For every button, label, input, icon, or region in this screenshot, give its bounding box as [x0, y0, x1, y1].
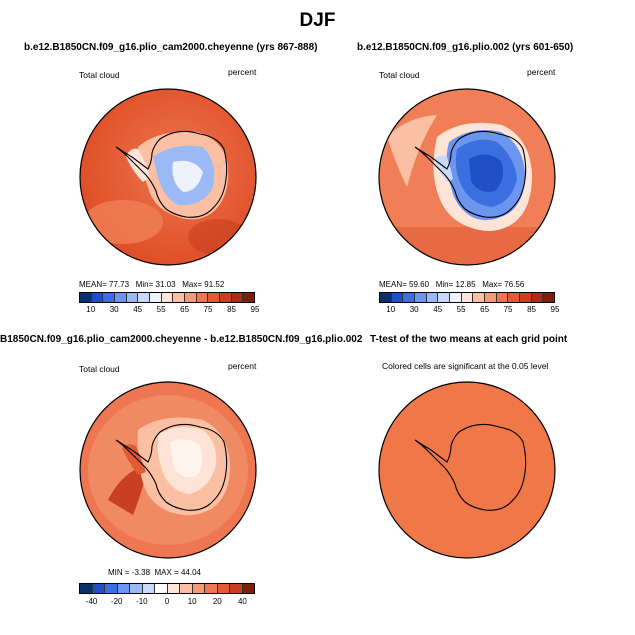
- panel3-colorbar-swatch: [155, 584, 168, 593]
- panel1-colorbar-swatch: [91, 293, 104, 302]
- panel3-colorbar-swatch: [142, 584, 155, 593]
- panel3-colorbar-swatch: [117, 584, 130, 593]
- panel2-colorbar-swatch: [531, 293, 544, 302]
- panel1-colorbar: [79, 292, 255, 303]
- panel1-colorbar-swatch: [196, 293, 209, 302]
- panel1-antarctica-coastline: [115, 130, 228, 218]
- panel4-antarctica-coastline: [414, 423, 527, 511]
- panel3-colorbar-swatch: [180, 584, 193, 593]
- panel3-variable-label: Total cloud: [79, 364, 120, 374]
- panel2-colorbar-swatch: [403, 293, 416, 302]
- panel1-colorbar-swatch: [231, 293, 244, 302]
- panel4-significance-note: Colored cells are significant at the 0.0…: [382, 361, 549, 371]
- panel3-colorbar: [79, 583, 255, 594]
- panel2-colorbar-swatch: [391, 293, 404, 302]
- panel2-colorbar-swatch: [461, 293, 474, 302]
- panel3-polar-map: [79, 381, 257, 559]
- panel2-colorbar-tick-label: 30: [409, 305, 419, 314]
- panel1-colorbar-swatch: [220, 293, 232, 302]
- panel1-colorbar-swatch: [150, 293, 162, 302]
- panel3-colorbar-swatch: [230, 584, 243, 593]
- panel1-colorbar-tick-label: 10: [86, 305, 96, 314]
- panel1-colorbar-tick-label: 75: [203, 305, 213, 314]
- panel3-colorbar-swatch: [105, 584, 118, 593]
- panel1-colorbar-swatch: [80, 293, 92, 302]
- panel2-title: b.e12.B1850CN.f09_g16.plio.002 (yrs 601-…: [357, 42, 574, 53]
- panel1-colorbar-swatch: [185, 293, 197, 302]
- panel3-colorbar-swatch: [192, 584, 205, 593]
- panel3-stats: MIN = -3.38 MAX = 44.04: [108, 568, 201, 577]
- panel1-colorbar-swatch: [126, 293, 139, 302]
- panel4-significant-area: [379, 382, 555, 558]
- panel1-colorbar-swatch: [138, 293, 151, 302]
- panel2-stats: MEAN= 59.60 Min= 12.85 Max= 76.56: [379, 280, 525, 289]
- panel1-colorbar-tick-label: 30: [109, 305, 119, 314]
- panel3-colorbar-tick-label: 40: [237, 597, 247, 606]
- panel3-colorbar-swatch: [92, 584, 105, 593]
- panel2-colorbar-swatch: [473, 293, 486, 302]
- panel1-colorbar-tick-label: 85: [227, 305, 236, 314]
- panel1-colorbar-tick-label: 55: [156, 305, 166, 314]
- panel2-colorbar-swatch: [508, 293, 521, 302]
- panel2-antarctica-coastline: [414, 130, 527, 218]
- panel3-colorbar-tick-label: -20: [110, 597, 123, 606]
- panel2-colorbar-tick-label: 75: [503, 305, 513, 314]
- panel4-title: T-test of the two means at each grid poi…: [370, 334, 568, 345]
- panel1-colorbar-tick-label: 45: [133, 305, 143, 314]
- panel3-colorbar-swatch: [167, 584, 180, 593]
- panel1-variable-label: Total cloud: [79, 70, 120, 80]
- panel3-units-label: percent: [228, 361, 257, 371]
- panel3-colorbar-tick-label: 0: [164, 597, 170, 606]
- panel2-variable-label: Total cloud: [379, 70, 420, 80]
- panel1-colorbar-swatch: [243, 293, 255, 302]
- panel2-colorbar-tick-label: 45: [433, 305, 443, 314]
- panel2-colorbar-tick-label: 95: [550, 305, 560, 314]
- panel3-colorbar-swatch: [130, 584, 143, 593]
- panel1-colorbar-swatch: [103, 293, 116, 302]
- panel3-colorbar-tick-label: 20: [212, 597, 222, 606]
- panel2-colorbar-tick-label: 10: [386, 305, 396, 314]
- panel1-units-label: percent: [228, 67, 257, 77]
- panel2-colorbar-swatch: [520, 293, 532, 302]
- panel2-colorbar-swatch: [543, 293, 555, 302]
- panel2-colorbar-swatch: [438, 293, 451, 302]
- panel1-colorbar-swatch: [208, 293, 221, 302]
- panel3-antarctica-coastline: [115, 423, 228, 511]
- figure-title: DJF: [299, 10, 336, 31]
- panel2-colorbar-tick-label: 85: [527, 305, 536, 314]
- panel2-units-label: percent: [527, 67, 556, 77]
- panel4-polar-map: [378, 381, 556, 559]
- panel2-colorbar-swatch: [450, 293, 462, 302]
- panel3-colorbar-swatch: [205, 584, 218, 593]
- panel3-colorbar-swatch: [242, 584, 254, 593]
- panel1-colorbar-swatch: [161, 293, 174, 302]
- panel3-colorbar-tick-label: -10: [136, 597, 148, 606]
- panel1-colorbar-tick-label: 95: [250, 305, 260, 314]
- panel2-colorbar-swatch: [415, 293, 427, 302]
- panel2-polar-map: [378, 88, 556, 266]
- panel2-colorbar-swatch: [380, 293, 392, 302]
- panel1-polar-map: [79, 88, 257, 266]
- panel2-colorbar: [379, 292, 555, 303]
- panel1-colorbar-swatch: [115, 293, 127, 302]
- panel2-colorbar-swatch: [496, 293, 509, 302]
- panel1-title: b.e12.B1850CN.f09_g16.plio_cam2000.cheye…: [24, 42, 318, 53]
- panel1-colorbar-tick-label: 65: [180, 305, 190, 314]
- panel1-colorbar-swatch: [173, 293, 186, 302]
- panel2-colorbar-swatch: [426, 293, 439, 302]
- panel3-title: B1850CN.f09_g16.plio_cam2000.cheyenne - …: [0, 334, 363, 345]
- panel2-colorbar-tick-label: 55: [456, 305, 466, 314]
- panel3-colorbar-swatch: [80, 584, 93, 593]
- panel2-colorbar-tick-label: 65: [480, 305, 490, 314]
- panel3-colorbar-tick-label: -40: [85, 597, 98, 606]
- panel3-colorbar-swatch: [217, 584, 230, 593]
- panel2-colorbar-swatch: [485, 293, 497, 302]
- panel1-stats: MEAN= 77.73 Min= 31.03 Max= 91.52: [79, 280, 225, 289]
- panel3-colorbar-tick-label: 10: [187, 597, 197, 606]
